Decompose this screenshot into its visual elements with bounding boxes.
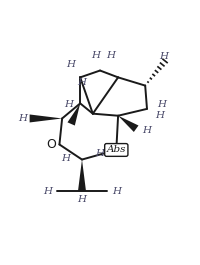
- Text: H: H: [43, 187, 52, 196]
- Text: H: H: [61, 154, 70, 163]
- Polygon shape: [29, 114, 62, 122]
- Polygon shape: [118, 116, 138, 132]
- Text: H: H: [111, 187, 120, 196]
- Text: Abs: Abs: [106, 145, 125, 154]
- Text: H: H: [95, 149, 104, 158]
- Text: H: H: [18, 114, 27, 123]
- Text: H: H: [64, 100, 73, 109]
- Text: H: H: [156, 100, 165, 109]
- Text: H: H: [77, 78, 86, 87]
- Text: O: O: [46, 138, 56, 151]
- Polygon shape: [67, 103, 80, 126]
- Text: H: H: [142, 126, 151, 135]
- Polygon shape: [78, 160, 86, 191]
- Text: H: H: [77, 195, 86, 204]
- Text: H: H: [91, 51, 100, 60]
- Text: H: H: [158, 52, 167, 61]
- Text: H: H: [65, 60, 74, 69]
- Text: H: H: [154, 111, 163, 120]
- Text: H: H: [106, 51, 115, 60]
